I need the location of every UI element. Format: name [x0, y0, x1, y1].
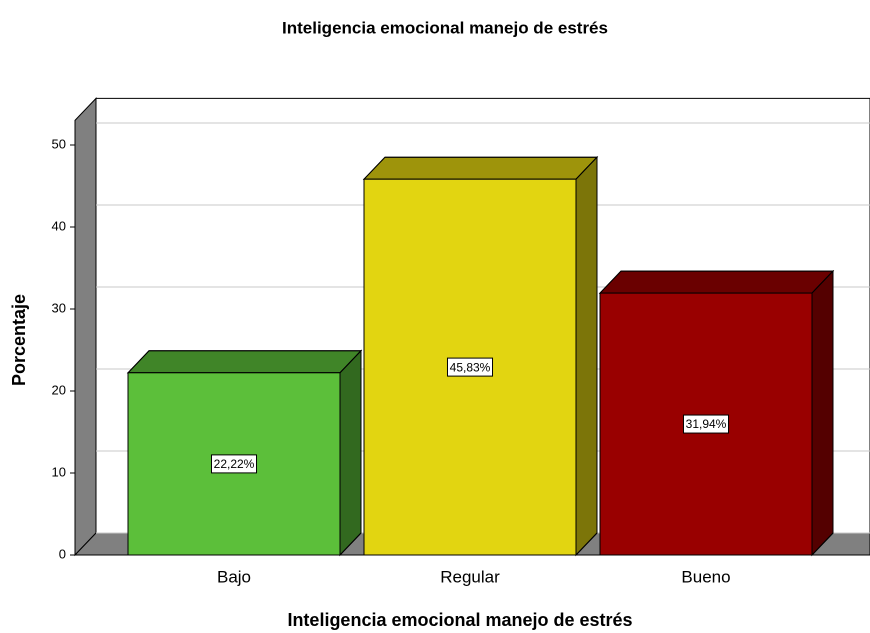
left-wall [74, 97, 97, 557]
bar-group: 45,83% [362, 155, 599, 557]
value-label-box [210, 454, 258, 474]
chart-title: Inteligencia emocional manejo de estrés [282, 18, 608, 37]
bar-top-shade [126, 350, 363, 374]
y-tick-label: 40 [52, 218, 66, 233]
bar-top-shade [362, 156, 599, 180]
y-tick-label: 20 [52, 382, 66, 397]
bar-side-shade [339, 349, 362, 557]
bar-group: 22,22% [126, 349, 363, 557]
y-tick-label: 30 [52, 300, 66, 315]
x-tick-label: Bueno [681, 567, 730, 586]
y-tick-label: 0 [59, 546, 66, 561]
value-label: 22,22% [214, 457, 255, 471]
value-label: 31,94% [686, 417, 727, 431]
y-axis-label: Porcentaje [9, 294, 29, 386]
value-label: 45,83% [450, 360, 491, 374]
bar-side-shade [575, 155, 598, 557]
bar-side-shade [811, 269, 834, 557]
x-tick-label: Regular [440, 567, 500, 586]
x-tick-label: Bajo [217, 567, 251, 586]
x-axis-label: Inteligencia emocional manejo de estrés [287, 610, 632, 630]
bar-top-shade [598, 270, 835, 294]
y-tick-label: 50 [52, 136, 66, 151]
value-label-box [446, 357, 494, 377]
y-tick-label: 10 [52, 464, 66, 479]
value-label-box [682, 414, 730, 434]
bar-group: 31,94% [598, 269, 835, 557]
